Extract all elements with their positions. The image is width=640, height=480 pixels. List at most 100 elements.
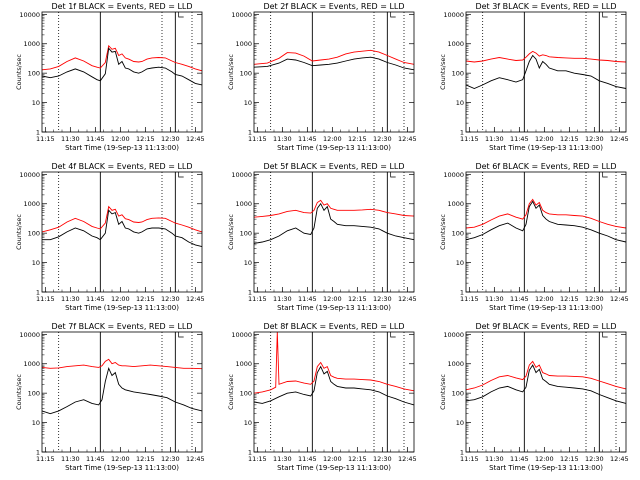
panel-5: Det 5f BLACK = Events, RED = LLD 1 10 100 10…	[227, 162, 417, 312]
panel-4: Det 4f BLACK = Events, RED = LLD 1 10 100 10…	[15, 162, 205, 312]
x-tick-label: 12:45	[610, 455, 629, 463]
panel-title: Det 1f BLACK = Events, RED = LLD	[51, 2, 192, 11]
y-axis-label: Counts/sec	[227, 54, 235, 90]
plot-frame	[41, 331, 203, 453]
x-tick-label: 12:45	[186, 455, 205, 463]
x-tick-label: 11:45	[510, 295, 529, 303]
y-tick-label: 1	[36, 289, 40, 297]
lld-series-line	[465, 360, 627, 391]
events-series-line	[465, 364, 627, 404]
y-tick-label: 100	[452, 230, 464, 238]
x-tick-label: 11:30	[61, 295, 80, 303]
lld-series-line	[253, 331, 415, 394]
x-tick-label: 12:15	[560, 455, 579, 463]
y-tick-label: 10000	[19, 331, 40, 339]
x-tick-label: 11:15	[460, 295, 479, 303]
flag-marker	[602, 172, 608, 178]
y-tick-label: 100	[28, 70, 40, 78]
x-tick-label: 11:15	[248, 455, 267, 463]
x-tick-label: 12:30	[161, 135, 180, 143]
x-axis-label: Start Time (19-Sep-13 11:13:00)	[65, 304, 179, 312]
x-tick-label: 11:45	[298, 135, 317, 143]
y-tick-label: 10	[244, 259, 252, 267]
x-tick-label: 11:30	[273, 295, 292, 303]
y-axis-label: Counts/sec	[227, 214, 235, 250]
y-tick-label: 1000	[235, 360, 252, 368]
y-tick-label: 10	[456, 259, 464, 267]
x-tick-label: 12:45	[186, 135, 205, 143]
y-tick-label: 100	[452, 70, 464, 78]
y-axis-label: Counts/sec	[439, 374, 447, 410]
panel-title: Det 5f BLACK = Events, RED = LLD	[263, 162, 404, 171]
x-tick-label: 11:15	[460, 455, 479, 463]
panel-8: Det 8f BLACK = Events, RED = LLD 1 10 100 10…	[227, 322, 417, 472]
y-axis-label: Counts/sec	[15, 54, 23, 90]
lld-series-line	[253, 49, 415, 65]
y-tick-label: 100	[240, 390, 252, 398]
y-tick-label: 100	[240, 70, 252, 78]
y-tick-label: 1000	[23, 360, 40, 368]
y-tick-label: 1	[248, 449, 252, 457]
panel-title: Det 3f BLACK = Events, RED = LLD	[475, 2, 616, 11]
x-tick-label: 12:00	[535, 295, 554, 303]
x-tick-label: 12:45	[610, 295, 629, 303]
y-tick-label: 10000	[231, 331, 252, 339]
y-tick-label: 1000	[23, 200, 40, 208]
x-tick-label: 11:15	[36, 455, 55, 463]
y-tick-label: 10000	[443, 11, 464, 19]
flag-marker	[390, 172, 396, 178]
y-tick-label: 1000	[447, 360, 464, 368]
x-tick-label: 11:15	[248, 135, 267, 143]
events-series-line	[41, 47, 203, 86]
plot-frame	[253, 11, 415, 133]
y-tick-label: 10000	[443, 171, 464, 179]
x-tick-label: 12:15	[348, 455, 367, 463]
y-tick-label: 10000	[231, 11, 252, 19]
x-tick-label: 12:30	[585, 295, 604, 303]
y-axis-label: Counts/sec	[15, 374, 23, 410]
y-tick-label: 1000	[235, 200, 252, 208]
y-tick-label: 10000	[231, 171, 252, 179]
y-tick-label: 10000	[19, 171, 40, 179]
x-tick-label: 12:30	[373, 295, 392, 303]
x-tick-label: 11:30	[485, 135, 504, 143]
x-tick-label: 12:15	[348, 295, 367, 303]
x-tick-label: 12:00	[111, 455, 130, 463]
x-tick-label: 12:30	[585, 135, 604, 143]
plot-frame	[253, 331, 415, 453]
x-tick-label: 12:45	[186, 295, 205, 303]
x-tick-label: 12:00	[323, 135, 342, 143]
x-tick-label: 11:45	[298, 455, 317, 463]
y-tick-label: 10000	[19, 11, 40, 19]
y-tick-label: 1	[460, 129, 464, 137]
x-tick-label: 12:45	[398, 135, 417, 143]
y-tick-label: 1	[36, 129, 40, 137]
x-tick-label: 11:30	[273, 455, 292, 463]
x-tick-label: 12:00	[535, 135, 554, 143]
x-tick-label: 12:30	[161, 455, 180, 463]
lld-series-line	[465, 198, 627, 229]
panel-6: Det 6f BLACK = Events, RED = LLD 1 10 100 10…	[439, 162, 629, 312]
y-tick-label: 10	[32, 419, 40, 427]
x-axis-label: Start Time (19-Sep-13 11:13:00)	[65, 144, 179, 152]
y-axis-label: Counts/sec	[227, 374, 235, 410]
y-tick-label: 10000	[443, 331, 464, 339]
x-tick-label: 12:45	[610, 135, 629, 143]
x-tick-label: 11:30	[485, 295, 504, 303]
y-tick-label: 1000	[447, 40, 464, 48]
y-tick-label: 1	[248, 129, 252, 137]
x-tick-label: 12:00	[323, 455, 342, 463]
x-tick-label: 12:30	[585, 455, 604, 463]
events-series-line	[41, 366, 203, 415]
y-tick-label: 10	[244, 99, 252, 107]
x-tick-label: 12:15	[560, 135, 579, 143]
lld-series-line	[41, 44, 203, 72]
x-tick-label: 12:15	[136, 295, 155, 303]
x-tick-label: 12:30	[161, 295, 180, 303]
events-series-line	[465, 200, 627, 243]
plot-frame	[253, 171, 415, 293]
x-tick-label: 12:15	[560, 295, 579, 303]
panel-title: Det 2f BLACK = Events, RED = LLD	[263, 2, 404, 11]
x-tick-label: 11:45	[86, 455, 105, 463]
x-axis-label: Start Time (19-Sep-13 11:13:00)	[489, 464, 603, 472]
